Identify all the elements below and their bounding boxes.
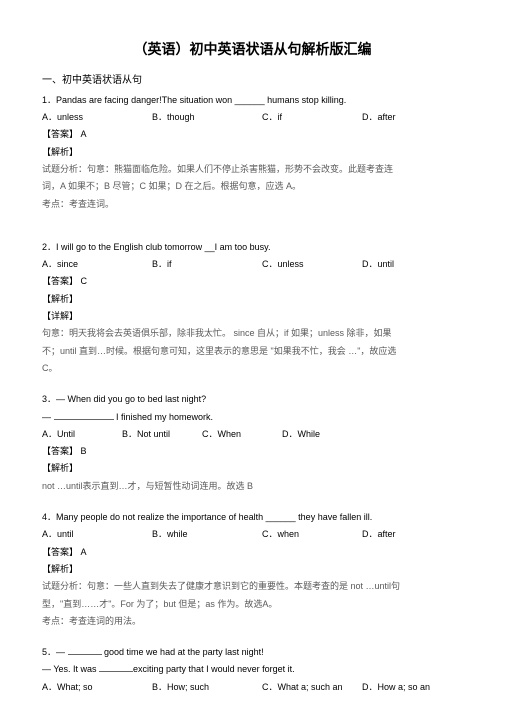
q2-choice-b: B．if <box>152 257 262 272</box>
q1-answer: 【答案】 A <box>42 127 463 142</box>
q4-analysis-label: 【解析】 <box>42 562 463 577</box>
q2-analysis-2: 不；until 直到…时候。根据句意可知，这里表示的意思是 "如果我不忙，我会 … <box>42 344 463 359</box>
q1-analysis-1: 试题分析：句意：熊猫面临危险。如果人们不停止杀害熊猫，形势不会改变。此题考查连 <box>42 162 463 177</box>
page-title: （英语）初中英语状语从句解析版汇编 <box>42 38 463 62</box>
q5-choice-d: D．How a; so an <box>362 680 463 695</box>
q4-answer: 【答案】 A <box>42 545 463 560</box>
section-heading: 一、初中英语状语从句 <box>42 72 463 89</box>
q2-analysis-label: 【解析】 <box>42 292 463 307</box>
q2-answer: 【答案】 C <box>42 274 463 289</box>
q2-choices: A．since B．if C．unless D．until <box>42 257 463 272</box>
q4-point: 考点：考查连词的用法。 <box>42 614 463 629</box>
q4-choice-b: B．while <box>152 527 262 542</box>
q5-choices: A．What; so B．How; such C．What a; such an… <box>42 680 463 695</box>
q3-choice-a: A．Until <box>42 427 122 442</box>
q2-analysis-3: C。 <box>42 361 463 376</box>
q4-choice-c: C．when <box>262 527 362 542</box>
blank <box>54 410 114 420</box>
q1-choice-a: A．unless <box>42 110 152 125</box>
q1-analysis-label: 【解析】 <box>42 145 463 160</box>
q4-choice-a: A．until <box>42 527 152 542</box>
q4-choices: A．until B．while C．when D．after <box>42 527 463 542</box>
blank <box>99 662 133 672</box>
q4-stem: 4．Many people do not realize the importa… <box>42 510 463 525</box>
q5-choice-c: C．What a; such an <box>262 680 362 695</box>
q3-stem1: 3．— When did you go to bed last night? <box>42 392 463 407</box>
q3-analysis-1: not …until表示直到…才，与短暂性动词连用。故选 B <box>42 479 463 494</box>
q3-choices: A．Until B．Not until C．When D．While <box>42 427 463 442</box>
q1-stem: 1．Pandas are facing danger!The situation… <box>42 93 463 108</box>
q2-stem: 2．I will go to the English club tomorrow… <box>42 240 463 255</box>
q4-analysis-2: 型，"直到……才"。For 为了；but 但是；as 作为。故选A。 <box>42 597 463 612</box>
q3-stem2: — I finished my homework. <box>42 410 463 425</box>
q3-analysis-label: 【解析】 <box>42 461 463 476</box>
q5-choice-b: B．How; such <box>152 680 262 695</box>
q3-choice-b: B．Not until <box>122 427 202 442</box>
q3-choice-d: D．While <box>282 427 463 442</box>
q1-choice-c: C．if <box>262 110 362 125</box>
q2-choice-d: D．until <box>362 257 463 272</box>
q5-stem2: — Yes. It was exciting party that I woul… <box>42 662 463 677</box>
q2-analysis-1: 句意：明天我将会去英语俱乐部，除非我太忙。 since 自从；if 如果；unl… <box>42 326 463 341</box>
q1-choice-b: B．though <box>152 110 262 125</box>
q4-analysis-1: 试题分析：句意：一些人直到失去了健康才意识到它的重要性。本题考查的是 not …… <box>42 579 463 594</box>
q4-choice-d: D．after <box>362 527 463 542</box>
q1-point: 考点：考查连词。 <box>42 197 463 212</box>
blank <box>68 645 102 655</box>
q1-analysis-2: 词，A 如果不；B 尽管；C 如果；D 在之后。根据句意，应选 A。 <box>42 179 463 194</box>
q2-choice-c: C．unless <box>262 257 362 272</box>
q2-detail-label: 【详解】 <box>42 309 463 324</box>
q5-stem1: 5．— good time we had at the party last n… <box>42 645 463 660</box>
q3-choice-c: C．When <box>202 427 282 442</box>
q1-choices: A．unless B．though C．if D．after <box>42 110 463 125</box>
q5-choice-a: A．What; so <box>42 680 152 695</box>
q2-choice-a: A．since <box>42 257 152 272</box>
q3-answer: 【答案】 B <box>42 444 463 459</box>
q1-choice-d: D．after <box>362 110 463 125</box>
